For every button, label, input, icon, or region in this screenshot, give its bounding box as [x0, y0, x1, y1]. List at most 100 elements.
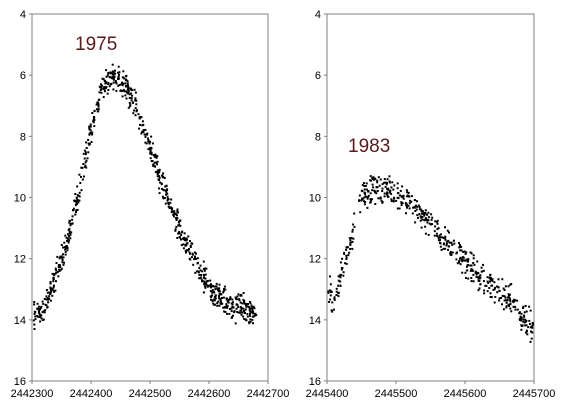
- data-point: [478, 279, 481, 282]
- data-point: [249, 318, 252, 321]
- data-point: [145, 133, 148, 136]
- data-point: [34, 315, 37, 318]
- data-point: [74, 193, 77, 195]
- data-point: [458, 261, 460, 264]
- data-point: [393, 184, 396, 187]
- data-point: [420, 216, 423, 219]
- data-point: [85, 166, 88, 169]
- data-point: [230, 310, 233, 313]
- data-point: [170, 211, 173, 214]
- data-point: [465, 265, 468, 268]
- data-point: [60, 267, 63, 270]
- data-point: [335, 294, 338, 296]
- data-point: [504, 285, 507, 288]
- data-point: [364, 193, 367, 196]
- data-point: [82, 163, 85, 165]
- data-point: [442, 247, 445, 250]
- data-point: [106, 92, 109, 95]
- data-point: [416, 205, 419, 208]
- data-point: [375, 186, 378, 189]
- data-point: [87, 142, 90, 145]
- data-point: [183, 232, 186, 235]
- data-point: [436, 222, 439, 225]
- data-point: [392, 199, 395, 202]
- data-point: [232, 306, 235, 309]
- data-point: [414, 210, 417, 212]
- data-point: [447, 248, 449, 251]
- data-point: [363, 182, 365, 185]
- data-point: [154, 153, 157, 156]
- data-point: [467, 264, 470, 267]
- data-point: [58, 264, 61, 267]
- data-point: [139, 116, 142, 118]
- data-point: [213, 303, 216, 306]
- data-point: [329, 275, 331, 278]
- data-point: [85, 141, 88, 144]
- data-point: [198, 273, 201, 276]
- data-point: [379, 178, 382, 181]
- chart-title: 1983: [348, 136, 390, 157]
- data-point: [410, 195, 413, 198]
- data-point: [491, 279, 494, 282]
- data-point: [124, 94, 127, 97]
- data-point: [39, 308, 41, 311]
- data-point: [133, 109, 136, 112]
- data-point: [152, 164, 155, 167]
- data-point: [212, 302, 215, 305]
- data-point: [113, 76, 116, 79]
- data-point: [467, 260, 470, 262]
- data-point: [449, 250, 452, 253]
- data-point: [162, 172, 165, 175]
- data-point: [130, 92, 132, 95]
- data-point: [328, 301, 331, 303]
- data-point: [182, 237, 184, 240]
- data-point: [174, 229, 177, 232]
- data-point: [127, 88, 130, 91]
- data-point: [249, 312, 251, 315]
- data-point: [203, 274, 206, 276]
- data-point: [53, 290, 56, 293]
- data-point: [516, 308, 519, 311]
- data-point: [56, 255, 59, 258]
- data-point: [227, 301, 230, 304]
- y-tick-label: 12: [14, 254, 26, 266]
- plot-frame: [31, 13, 269, 382]
- data-point: [104, 90, 106, 93]
- data-point: [98, 91, 101, 94]
- data-point: [527, 326, 530, 329]
- data-point: [235, 307, 238, 310]
- data-point: [348, 251, 351, 254]
- data-point: [51, 294, 54, 297]
- y-tick-label: 12: [309, 254, 321, 266]
- data-point: [329, 283, 332, 286]
- data-point: [333, 296, 336, 299]
- data-point: [191, 242, 194, 245]
- data-point: [409, 199, 412, 202]
- data-point: [59, 266, 62, 269]
- data-point: [353, 212, 356, 215]
- data-point: [195, 257, 197, 260]
- data-point: [485, 284, 488, 287]
- data-point: [209, 279, 212, 282]
- data-point: [90, 141, 93, 143]
- data-point: [476, 271, 479, 274]
- data-point: [61, 257, 63, 259]
- data-point: [420, 210, 423, 213]
- data-point: [215, 282, 218, 285]
- data-point: [376, 179, 379, 182]
- data-point: [349, 239, 352, 242]
- data-point: [76, 208, 79, 211]
- data-point: [210, 286, 212, 289]
- data-point: [163, 189, 166, 192]
- data-point: [77, 199, 80, 202]
- data-point: [78, 199, 81, 202]
- data-point: [224, 288, 227, 291]
- data-point: [513, 298, 516, 301]
- data-point: [78, 173, 81, 176]
- data-point: [43, 310, 46, 313]
- data-point: [396, 207, 399, 210]
- data-point: [62, 246, 64, 249]
- data-point: [424, 232, 427, 235]
- data-point: [202, 268, 205, 270]
- data-point: [505, 306, 508, 309]
